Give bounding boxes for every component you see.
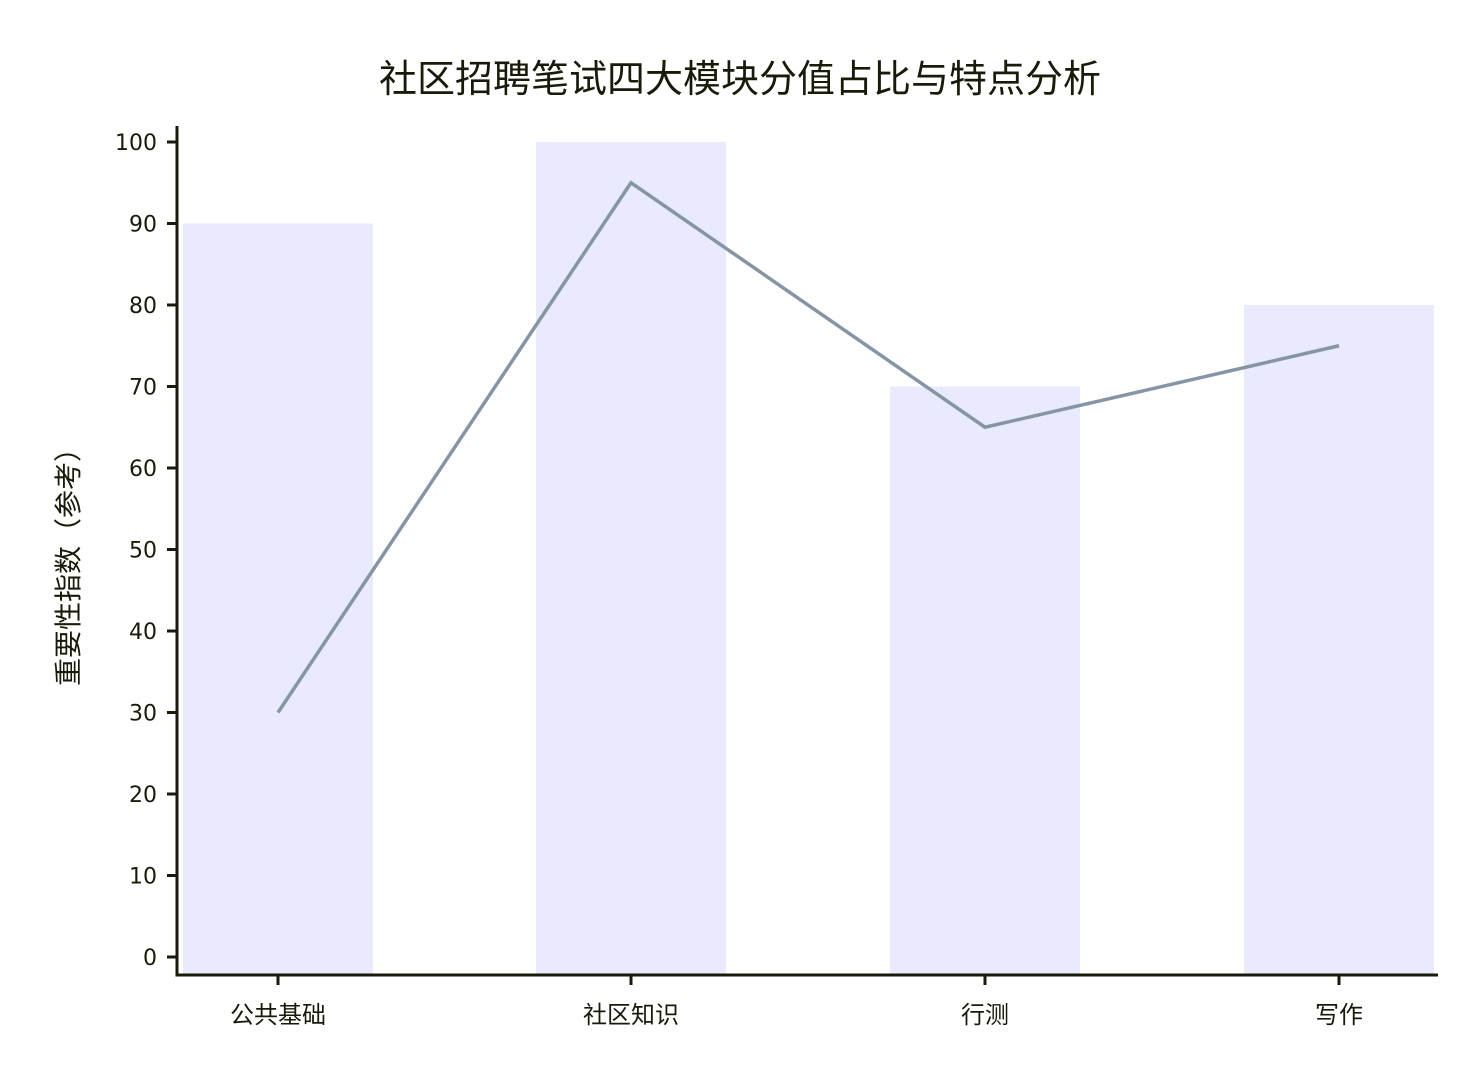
chart-title: 社区招聘笔试四大模块分值占比与特点分析 <box>379 57 1101 101</box>
y-tick-label: 10 <box>129 865 157 890</box>
y-axis: 0 10 20 30 40 50 60 70 80 90 100 <box>115 126 179 977</box>
y-tick-label: 80 <box>129 294 157 319</box>
y-tick-label: 100 <box>115 131 157 156</box>
y-tick-label: 70 <box>129 376 157 401</box>
bar <box>1244 305 1434 975</box>
x-axis: 公共基础 社区知识 行测 写作 <box>175 973 1438 1029</box>
x-tick-label: 写作 <box>1315 1001 1363 1029</box>
bar <box>890 386 1080 975</box>
y-tick-label: 20 <box>129 783 157 808</box>
y-tick-label: 30 <box>129 702 157 727</box>
x-tick-label: 公共基础 <box>230 1001 326 1029</box>
line-series <box>276 180 1340 714</box>
y-tick-label: 50 <box>129 539 157 564</box>
y-tick-label: 90 <box>129 213 157 238</box>
y-tick-label: 0 <box>143 946 157 971</box>
x-tick-label: 行测 <box>961 1001 1009 1029</box>
y-tick-label: 40 <box>129 620 157 645</box>
bar <box>183 223 373 975</box>
x-tick-label: 社区知识 <box>583 1001 679 1029</box>
bar-series <box>183 142 1434 975</box>
y-axis-title: 重要性指数（参考） <box>52 434 85 686</box>
y-tick-label: 60 <box>129 457 157 482</box>
bar <box>536 142 726 975</box>
